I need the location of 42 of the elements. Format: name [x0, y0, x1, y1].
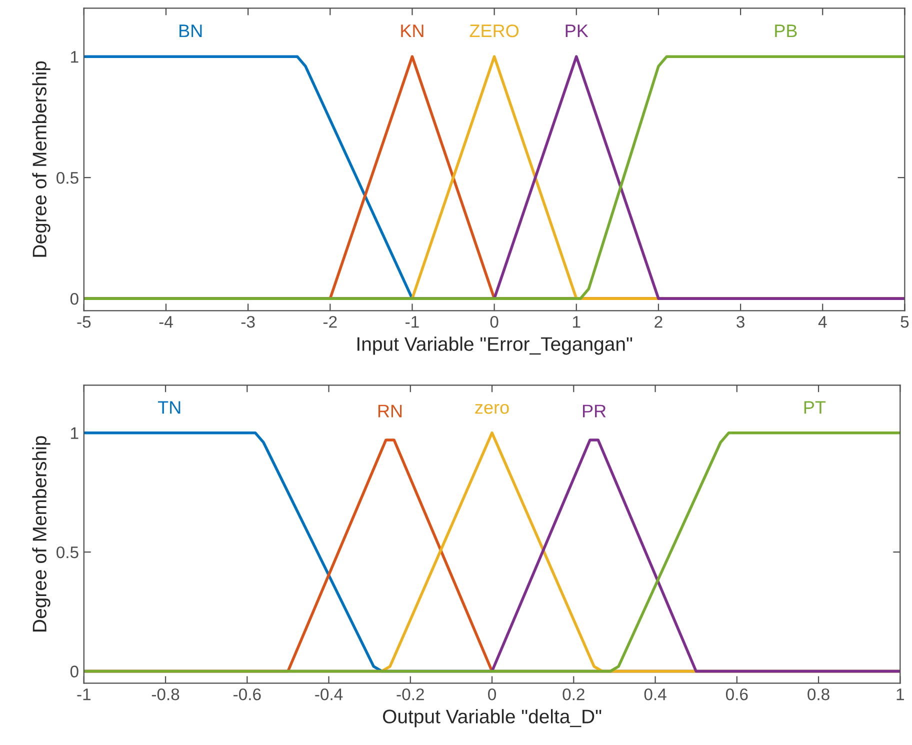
y-tick-label: 1: [71, 427, 78, 439]
x-tick-label: 0: [488, 688, 496, 700]
x-tick-label: 0.4: [644, 688, 666, 700]
series-label: zero: [475, 404, 509, 414]
y-axis-title: Degree of Membership: [32, 61, 50, 257]
series-label: PB: [775, 24, 797, 38]
y-tick-label: 0.5: [56, 172, 78, 184]
x-tick-label: 2: [654, 316, 662, 328]
series-label: PK: [566, 24, 588, 38]
x-tick-label: 5: [900, 316, 909, 328]
x-tick-label: -0.6: [234, 688, 261, 700]
x-tick-label: -5: [77, 316, 91, 328]
x-tick-label: 0: [490, 316, 498, 328]
x-tick-label: 1: [896, 688, 904, 700]
series-label: TN: [158, 401, 180, 414]
x-axis-title: Output Variable "delta_D": [382, 709, 602, 728]
x-axis-title: Input Variable "Error_Tegangan": [358, 336, 632, 355]
x-tick-label: 3: [736, 316, 744, 328]
x-tick-label: -1: [77, 688, 90, 700]
series-label: RN: [378, 404, 402, 418]
x-tick-label: -0.4: [315, 688, 343, 700]
y-tick-label: 0.5: [56, 546, 78, 558]
y-tick-label: 0: [70, 292, 78, 305]
x-tick-label: 0.6: [726, 688, 748, 700]
x-tick-label: -2: [323, 316, 337, 328]
x-tick-label: -3: [241, 316, 255, 328]
x-tick-label: 0.2: [562, 688, 584, 700]
x-tick-label: -0.8: [152, 688, 180, 700]
x-tick-label: -1: [406, 316, 419, 328]
series-label: PR: [582, 404, 606, 418]
series-label: KN: [401, 24, 424, 38]
series-label: ZERO: [470, 24, 519, 38]
y-axis-title: Degree of Membership: [32, 436, 50, 632]
x-tick-label: -0.2: [396, 688, 424, 700]
x-tick-label: 1: [573, 316, 580, 328]
x-tick-label: 4: [818, 316, 827, 328]
x-tick-label: 0.8: [808, 688, 830, 700]
x-tick-label: -4: [159, 316, 173, 328]
series-label: PT: [804, 401, 826, 414]
series-label: BN: [180, 24, 202, 38]
y-tick-label: 1: [71, 51, 78, 63]
y-tick-label: 0: [70, 666, 78, 678]
